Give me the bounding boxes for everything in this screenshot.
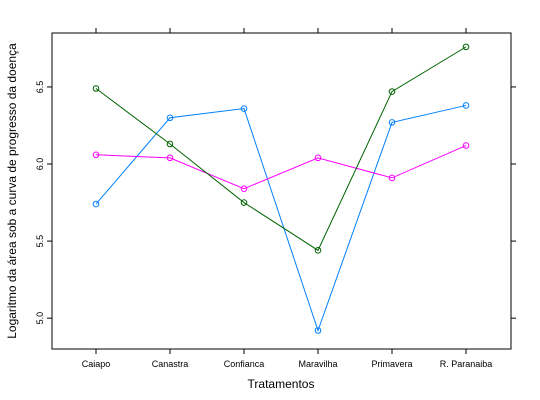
y-axis-label: Logaritmo da área sob a curva de progres… bbox=[5, 43, 19, 339]
data-point bbox=[462, 102, 470, 109]
y-tick-label: 5.5 bbox=[35, 235, 45, 248]
x-tick-label: Maravilha bbox=[298, 359, 337, 369]
series-line-2 bbox=[95, 145, 467, 190]
x-tick-label: Caiapo bbox=[82, 359, 111, 369]
data-point bbox=[314, 247, 322, 254]
y-tick-label: 6.5 bbox=[35, 81, 45, 94]
data-point bbox=[240, 105, 248, 112]
data-point bbox=[166, 140, 174, 148]
y-tick-label: 6.0 bbox=[35, 158, 45, 171]
x-tick-label: Confianca bbox=[224, 359, 265, 369]
data-point bbox=[166, 114, 174, 122]
data-point bbox=[166, 154, 174, 162]
data-point bbox=[462, 43, 470, 51]
data-point bbox=[240, 199, 248, 206]
data-point bbox=[462, 142, 470, 149]
x-axis-label: Tratamentos bbox=[248, 377, 315, 391]
y-tick-label: 5.0 bbox=[35, 312, 45, 325]
data-point bbox=[388, 88, 396, 95]
data-point bbox=[240, 185, 248, 192]
data-point bbox=[92, 151, 100, 159]
x-axis-ticks: Caiapo Canastra Confianca Maravilha Primaver… bbox=[82, 28, 493, 369]
y-axis-ticks: 5.0 5.5 6.0 6.5 bbox=[35, 81, 516, 325]
data-point bbox=[92, 200, 100, 208]
data-point bbox=[92, 85, 100, 92]
x-tick-label: Primavera bbox=[371, 359, 412, 369]
data-point bbox=[314, 154, 322, 162]
x-tick-label: R. Paranaiba bbox=[440, 359, 493, 369]
data-point bbox=[314, 327, 322, 334]
data-point bbox=[388, 174, 396, 182]
series-line-1 bbox=[95, 104, 467, 333]
data-point bbox=[388, 119, 396, 126]
series-layer bbox=[92, 43, 470, 334]
x-tick-label: Canastra bbox=[152, 359, 189, 369]
plot-frame bbox=[51, 32, 512, 350]
series-line-3 bbox=[95, 46, 467, 252]
